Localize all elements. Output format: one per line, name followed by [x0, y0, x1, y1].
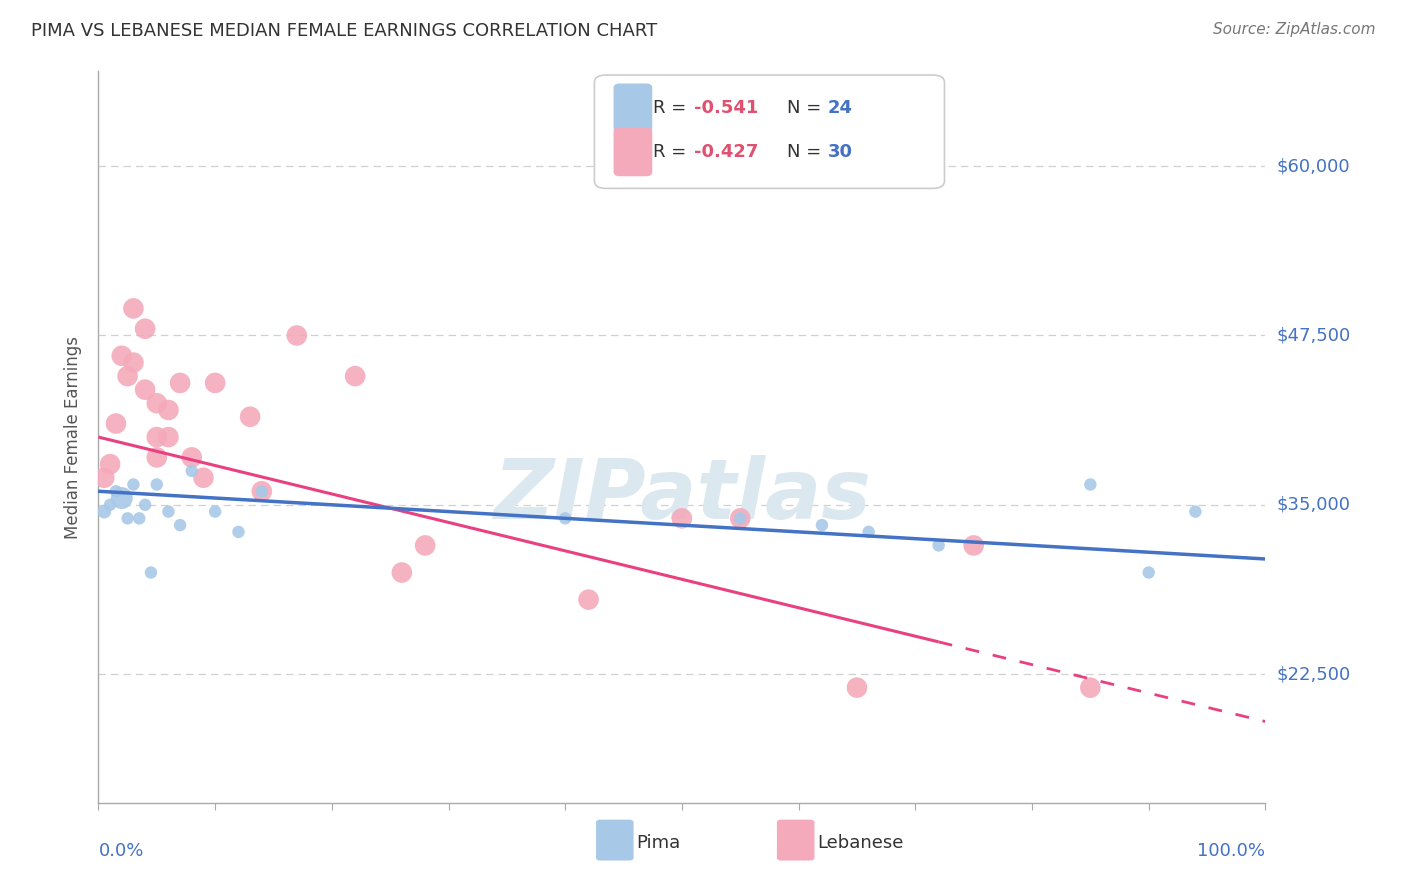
Point: [93, 471, 115, 485]
Point: [846, 681, 869, 695]
Text: -0.427: -0.427: [693, 143, 758, 161]
Point: [134, 383, 156, 397]
Point: [157, 430, 180, 444]
Point: [104, 484, 127, 499]
Point: [134, 498, 156, 512]
FancyBboxPatch shape: [614, 128, 651, 176]
Point: [671, 511, 693, 525]
Point: [122, 301, 145, 316]
Point: [1080, 681, 1102, 695]
FancyBboxPatch shape: [596, 821, 633, 860]
Text: 0.0%: 0.0%: [98, 842, 143, 860]
Point: [139, 566, 162, 580]
Point: [1137, 566, 1160, 580]
Point: [344, 369, 367, 384]
Point: [730, 511, 752, 525]
Text: $47,500: $47,500: [1277, 326, 1351, 344]
Point: [146, 396, 169, 410]
Point: [111, 349, 134, 363]
Point: [228, 524, 250, 539]
Text: N =: N =: [787, 143, 827, 161]
Point: [204, 376, 226, 390]
Point: [1184, 505, 1206, 519]
Point: [122, 355, 145, 369]
Text: 30: 30: [828, 143, 853, 161]
Point: [554, 511, 576, 525]
Text: Lebanese: Lebanese: [817, 834, 904, 852]
Point: [578, 592, 600, 607]
Point: [250, 484, 273, 499]
Point: [98, 498, 121, 512]
Point: [180, 464, 202, 478]
Text: 100.0%: 100.0%: [1198, 842, 1265, 860]
Point: [128, 511, 150, 525]
Point: [146, 430, 169, 444]
Y-axis label: Median Female Earnings: Median Female Earnings: [65, 335, 83, 539]
Point: [193, 471, 215, 485]
Text: 24: 24: [828, 99, 853, 117]
Text: R =: R =: [652, 99, 692, 117]
Point: [858, 524, 880, 539]
FancyBboxPatch shape: [614, 84, 651, 132]
Point: [928, 538, 950, 552]
Point: [169, 376, 191, 390]
Text: -0.541: -0.541: [693, 99, 758, 117]
Point: [146, 450, 169, 465]
Point: [98, 457, 121, 471]
Point: [169, 518, 191, 533]
Text: R =: R =: [652, 143, 692, 161]
Text: ZIPatlas: ZIPatlas: [494, 455, 870, 536]
Point: [122, 477, 145, 491]
Point: [962, 538, 984, 552]
Text: $60,000: $60,000: [1277, 157, 1350, 175]
Point: [117, 369, 139, 384]
Text: Pima: Pima: [637, 834, 681, 852]
Point: [1080, 477, 1102, 491]
Point: [146, 477, 169, 491]
Text: Source: ZipAtlas.com: Source: ZipAtlas.com: [1212, 22, 1375, 37]
Point: [117, 511, 139, 525]
Point: [134, 322, 156, 336]
Point: [239, 409, 262, 424]
Text: N =: N =: [787, 99, 827, 117]
Point: [250, 484, 273, 499]
FancyBboxPatch shape: [595, 75, 945, 188]
Point: [157, 505, 180, 519]
Text: PIMA VS LEBANESE MEDIAN FEMALE EARNINGS CORRELATION CHART: PIMA VS LEBANESE MEDIAN FEMALE EARNINGS …: [31, 22, 657, 40]
Text: $22,500: $22,500: [1277, 665, 1351, 683]
Point: [180, 450, 202, 465]
Point: [413, 538, 436, 552]
FancyBboxPatch shape: [778, 821, 814, 860]
Point: [93, 505, 115, 519]
Point: [104, 417, 127, 431]
Point: [285, 328, 308, 343]
Point: [391, 566, 413, 580]
Point: [111, 491, 134, 505]
Point: [811, 518, 834, 533]
Point: [204, 505, 226, 519]
Point: [157, 403, 180, 417]
Text: $35,000: $35,000: [1277, 496, 1351, 514]
Point: [730, 511, 752, 525]
